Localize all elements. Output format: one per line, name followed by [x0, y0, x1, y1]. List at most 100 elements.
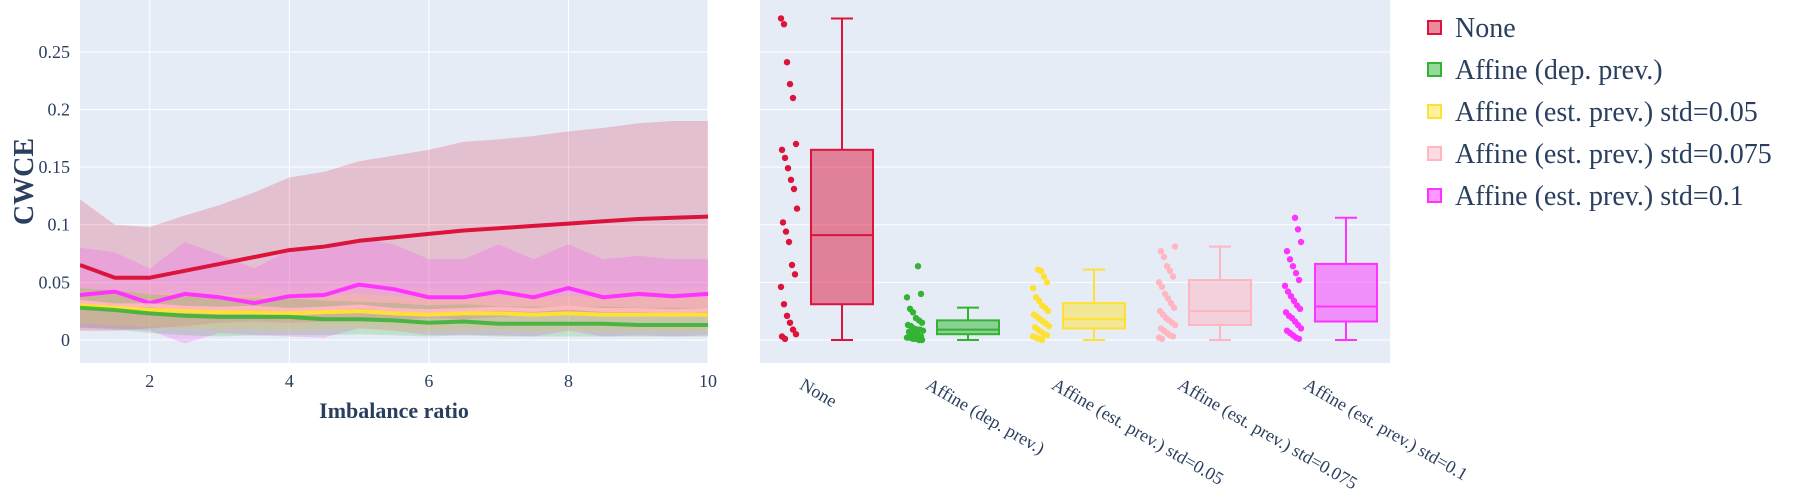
data-point — [792, 331, 800, 338]
x-tick-labels: 2 4 6 8 10 — [145, 371, 717, 391]
series-line-2 — [80, 299, 708, 314]
data-point — [1292, 269, 1300, 277]
line-plot-gridlines — [80, 0, 709, 363]
data-point — [1158, 335, 1166, 342]
y-tick-label: 0.05 — [39, 272, 71, 292]
legend-label: Affine (dep. prev.) — [1455, 55, 1663, 86]
data-point — [786, 80, 794, 88]
data-point — [1290, 297, 1298, 304]
data-point — [1296, 305, 1304, 312]
legend-label: Affine (est. prev.) std=0.05 — [1455, 97, 1758, 128]
data-point — [1295, 276, 1303, 284]
series-line-1 — [80, 282, 708, 306]
data-point — [1155, 279, 1163, 286]
x-tick-label: 2 — [145, 371, 154, 391]
data-point — [1170, 304, 1178, 311]
data-point — [1037, 267, 1045, 274]
iqr-box — [810, 148, 874, 306]
data-point — [1040, 273, 1048, 280]
box-3 — [1155, 243, 1252, 342]
data-point — [1029, 284, 1037, 292]
data-point — [1289, 263, 1297, 270]
data-point — [787, 176, 795, 183]
data-point — [777, 283, 785, 291]
data-point — [778, 146, 786, 153]
legend-item: None — [1427, 13, 1516, 44]
data-point — [918, 336, 926, 344]
y-axis-title: CWCE — [9, 138, 40, 225]
box-1 — [903, 263, 1000, 344]
box-plot-panel: None Affine (dep. prev.) Affine (est. prev… — [760, 0, 1471, 494]
data-point — [785, 238, 793, 246]
data-point — [1284, 288, 1292, 295]
data-point — [1161, 290, 1169, 298]
data-point — [914, 263, 922, 270]
iqr-box — [1188, 279, 1252, 326]
legend-label: Affine (est. prev.) std=0.1 — [1455, 181, 1744, 212]
data-point — [918, 319, 926, 326]
iqr-box — [936, 319, 1000, 336]
legend-item: Affine (est. prev.) std=0.1 — [1427, 181, 1744, 212]
data-point — [903, 294, 911, 301]
y-tick-label: 0 — [61, 330, 70, 350]
legend-label: Affine (est. prev.) std=0.075 — [1455, 139, 1772, 170]
data-point — [1166, 267, 1174, 274]
category-tick-label: Affine (dep. prev.) — [922, 374, 1048, 459]
x-axis-title: Imbalance ratio — [319, 398, 469, 423]
data-point — [1169, 333, 1177, 340]
legend-swatch — [1427, 20, 1442, 35]
data-point — [792, 140, 800, 148]
data-point — [780, 21, 788, 28]
legend-swatch — [1427, 146, 1442, 161]
legend-item: Affine (est. prev.) std=0.05 — [1427, 97, 1758, 128]
data-point — [909, 309, 917, 316]
data-point — [782, 228, 790, 235]
line-plot-area — [80, 121, 708, 344]
category-tick-labels: None Affine (dep. prev.) Affine (est. prev… — [797, 374, 1472, 494]
data-point — [1045, 322, 1053, 330]
x-tick-label: 4 — [285, 371, 294, 391]
data-point — [1160, 253, 1168, 261]
box-4 — [1281, 214, 1378, 342]
data-point — [791, 271, 799, 278]
data-point — [783, 312, 791, 319]
data-point — [1043, 332, 1051, 339]
legend: None Affine (dep. prev.) Affine (est. prev… — [1427, 13, 1772, 212]
data-point — [917, 290, 925, 298]
data-point — [1169, 273, 1177, 280]
series-line-0 — [80, 214, 708, 280]
data-point — [1044, 307, 1052, 315]
y-tick-label: 0.15 — [39, 157, 71, 177]
legend-swatch — [1427, 104, 1442, 119]
data-point — [1171, 243, 1179, 250]
x-tick-label: 6 — [424, 371, 433, 391]
y-tick-label: 0.25 — [39, 42, 71, 62]
data-point — [1281, 282, 1289, 289]
data-point — [1297, 325, 1305, 332]
x-tick-label: 8 — [564, 371, 573, 391]
y-tick-label: 0.1 — [48, 215, 71, 235]
box-2 — [1029, 266, 1126, 344]
data-point — [783, 59, 791, 66]
legend-swatch — [1427, 188, 1442, 203]
data-point — [780, 301, 788, 308]
data-point — [1043, 279, 1051, 286]
data-point — [1157, 248, 1165, 255]
data-point — [1171, 321, 1179, 329]
data-point — [1038, 336, 1046, 344]
data-point — [1287, 293, 1295, 300]
data-point — [779, 219, 787, 226]
line-plot-background — [80, 0, 708, 363]
series-line-4 — [80, 305, 708, 327]
data-point — [1035, 297, 1043, 304]
data-point — [1167, 299, 1175, 307]
data-point — [1297, 238, 1305, 246]
data-point — [1158, 283, 1166, 291]
data-point — [789, 326, 797, 333]
data-point — [1286, 256, 1294, 263]
data-point — [793, 205, 801, 212]
data-point — [786, 319, 794, 326]
confidence-band-0 — [80, 121, 708, 331]
data-point — [1291, 214, 1299, 221]
